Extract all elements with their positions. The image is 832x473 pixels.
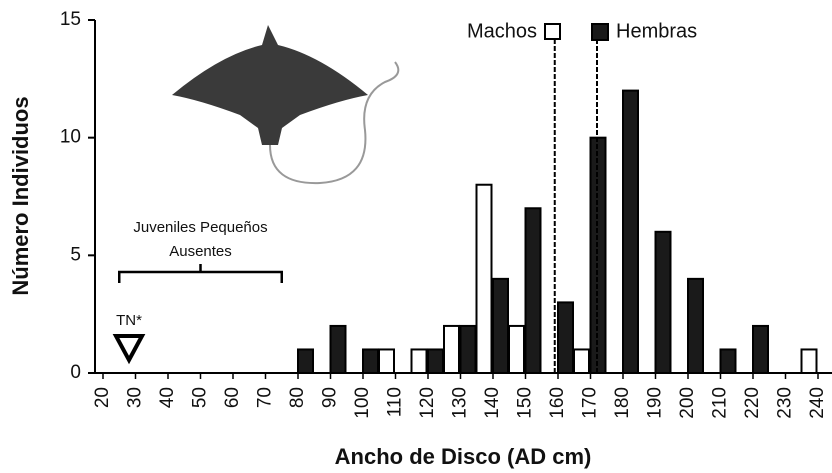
legend-swatch	[545, 24, 560, 39]
bracket	[119, 264, 282, 283]
x-tick-label: 190	[645, 387, 666, 419]
bar	[379, 349, 394, 373]
x-tick-label: 50	[190, 387, 211, 408]
bar	[753, 326, 768, 373]
x-tick-label: 20	[92, 387, 113, 408]
x-tick-label: 200	[677, 387, 698, 419]
bar	[412, 349, 427, 373]
annotation: Juveniles Pequeños	[133, 219, 267, 236]
manta-illustration	[172, 25, 398, 183]
bar	[558, 302, 573, 373]
y-tick-label: 5	[70, 244, 81, 265]
x-tick-label: 90	[320, 387, 341, 408]
x-tick-label: 230	[775, 387, 796, 419]
bar	[721, 349, 736, 373]
x-tick-label: 160	[547, 387, 568, 419]
bar	[509, 326, 524, 373]
x-tick-label: 40	[157, 387, 178, 408]
bar	[574, 349, 589, 373]
x-tick-label: 170	[580, 387, 601, 419]
bar	[477, 185, 492, 373]
y-tick-label: 15	[60, 9, 81, 30]
legend-label: Hembras	[616, 20, 697, 42]
bar	[656, 232, 671, 373]
legend-label: Machos	[467, 20, 537, 42]
x-tick-label: 120	[417, 387, 438, 419]
bar	[444, 326, 459, 373]
x-tick-label: 30	[125, 387, 146, 408]
x-axis-title: Ancho de Disco (AD cm)	[335, 444, 592, 469]
bar	[298, 349, 313, 373]
x-tick-label: 130	[450, 387, 471, 419]
bar	[802, 349, 817, 373]
legend-swatch	[592, 24, 608, 40]
bar	[526, 208, 541, 373]
bar	[363, 349, 378, 373]
annotation: TN*	[116, 312, 142, 329]
x-tick-label: 140	[482, 387, 503, 419]
bar	[493, 279, 508, 373]
x-tick-label: 110	[385, 387, 406, 417]
x-tick-label: 210	[710, 387, 731, 419]
x-tick-label: 150	[515, 387, 536, 419]
y-axis-title: Número Individuos	[8, 96, 33, 295]
x-tick-label: 220	[742, 387, 763, 419]
x-tick-label: 60	[222, 387, 243, 408]
bar	[331, 326, 346, 373]
x-tick-label: 180	[612, 387, 633, 419]
y-tick-label: 0	[70, 362, 81, 383]
x-tick-label: 70	[255, 387, 276, 408]
bar	[623, 91, 638, 373]
x-tick-label: 80	[287, 387, 308, 408]
y-tick-label: 10	[60, 127, 81, 148]
annotation: Ausentes	[169, 243, 232, 260]
tn-marker	[116, 336, 142, 360]
chart: Número Individuos Ancho de Disco (AD cm)…	[0, 0, 832, 473]
bar	[688, 279, 703, 373]
x-tick-label: 240	[807, 387, 828, 419]
x-tick-label: 100	[352, 387, 373, 419]
bar	[461, 326, 476, 373]
bar	[428, 349, 443, 373]
